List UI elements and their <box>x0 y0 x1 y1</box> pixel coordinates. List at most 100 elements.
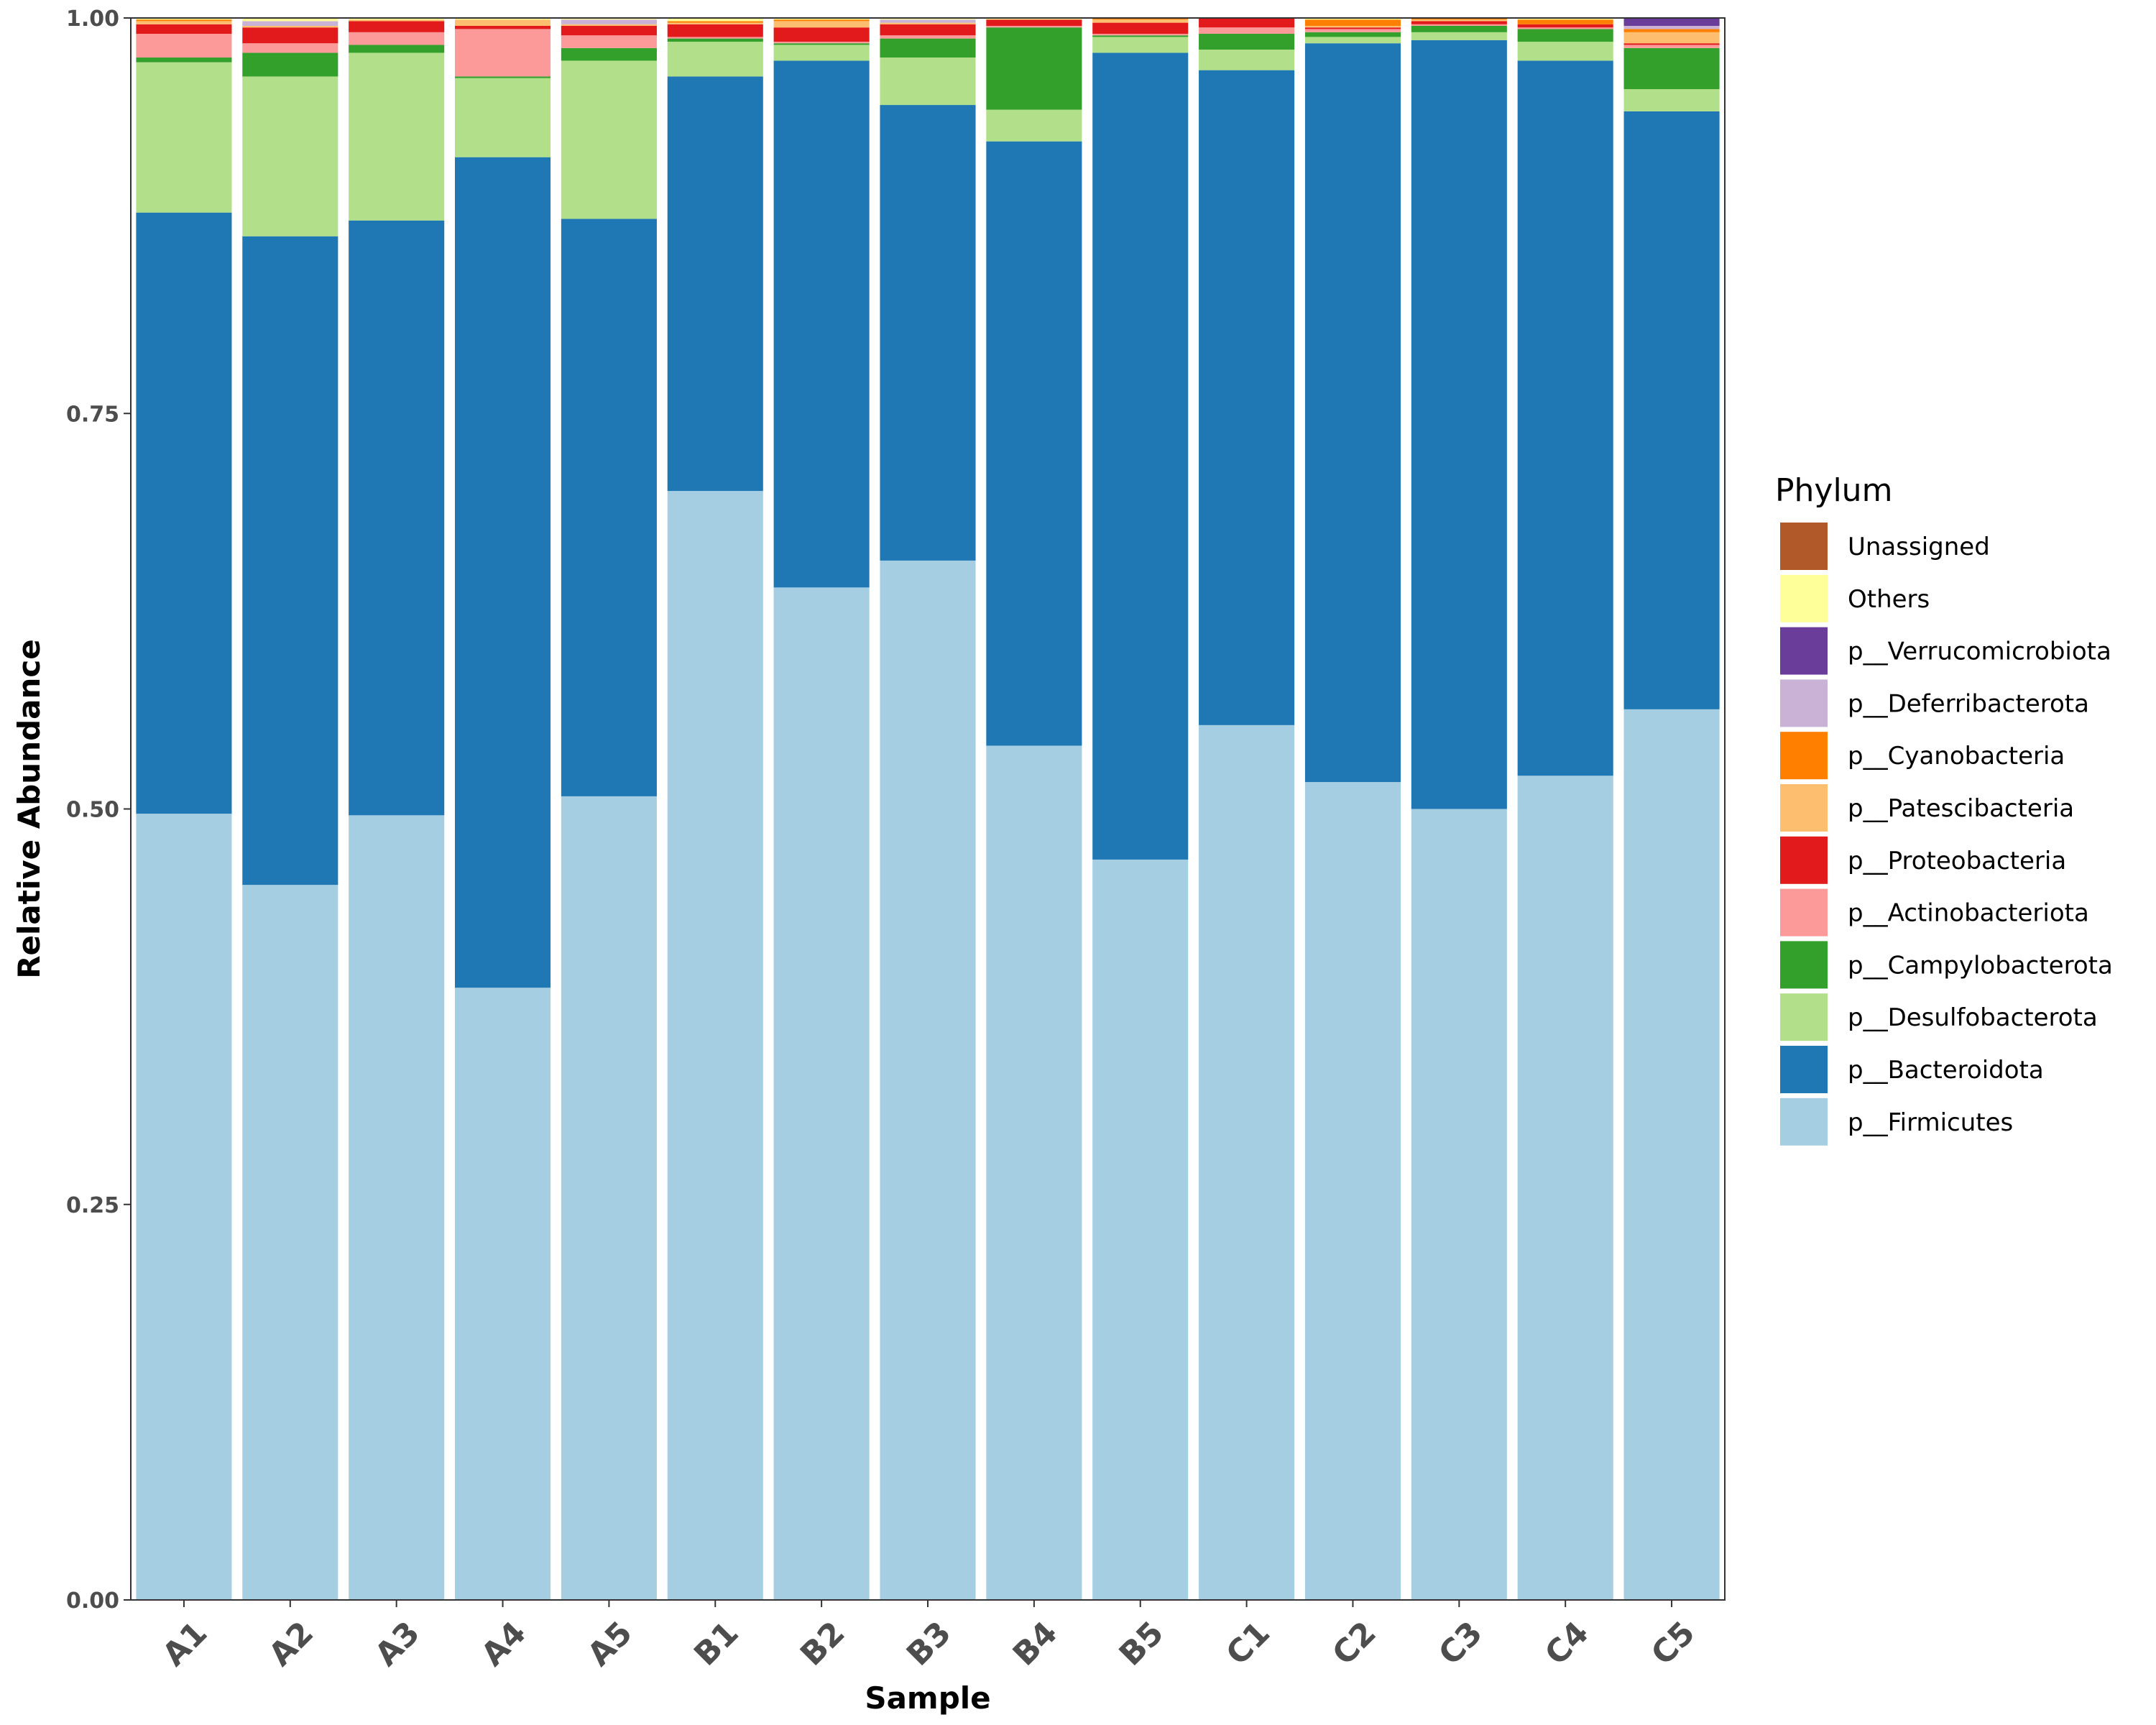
bar-segment-A3-others <box>349 18 445 20</box>
bar-segment-A3-pdesulfobacterota <box>349 52 445 221</box>
bar-segment-B3-others <box>880 18 976 20</box>
legend-label: Unassigned <box>1848 533 1990 561</box>
bar-segment-C5-pcyanobacteria <box>1623 29 1720 32</box>
bar-segment-B4-others <box>986 18 1082 20</box>
bar-segment-A1-pdesulfobacterota <box>136 62 232 213</box>
bar-segment-C3-pfirmicutes <box>1411 809 1507 1600</box>
bar-segment-A3-ppatescibacteria <box>349 19 445 22</box>
bar-segment-A4-pdesulfobacterota <box>454 78 551 157</box>
bar-segment-B4-pdesulfobacterota <box>986 109 1082 142</box>
legend-key-pcampylobacterota <box>1780 941 1828 989</box>
bar-segment-A1-pactinobacteriota <box>136 34 232 58</box>
bar-segment-B2-pcyanobacteria <box>773 19 870 22</box>
bar-segment-C5-pdesulfobacterota <box>1623 89 1720 111</box>
bar-segment-B2-ppatescibacteria <box>773 21 870 28</box>
y-tick-label: 0.00 <box>66 1588 119 1614</box>
bar-segment-B1-pdesulfobacterota <box>667 42 763 77</box>
bar-segment-B1-ppatescibacteria <box>667 22 763 24</box>
bar-segment-C5-pcampylobacterota <box>1623 47 1720 90</box>
bar-segment-B4-pactinobacteriota <box>986 26 1082 28</box>
bar-segment-C3-pactinobacteriota <box>1411 24 1507 26</box>
bar-segment-A1-pproteobacteria <box>136 24 232 34</box>
bar-segment-B2-pcampylobacterota <box>773 43 870 45</box>
bar-segment-B2-pproteobacteria <box>773 27 870 42</box>
bar-segment-B5-pcyanobacteria <box>1092 18 1189 20</box>
bar-segment-B4-pbacteroidota <box>986 141 1082 746</box>
bar-segment-B5-pcampylobacterota <box>1092 35 1189 37</box>
bar-segment-C5-pdeferribacterota <box>1623 26 1720 29</box>
bar-segment-C2-pcyanobacteria <box>1304 19 1401 26</box>
bar-segment-C3-pproteobacteria <box>1411 21 1507 24</box>
bar-segment-C2-pdesulfobacterota <box>1304 37 1401 44</box>
bar-segment-A1-pcampylobacterota <box>136 58 232 63</box>
bar-segment-A2-pbacteroidota <box>242 236 338 886</box>
bar-segment-C5-ppatescibacteria <box>1623 32 1720 44</box>
y-tick-label: 0.25 <box>66 1193 119 1218</box>
legend-label: p__Proteobacteria <box>1848 847 2066 875</box>
bar-segment-A5-pproteobacteria <box>561 26 657 36</box>
bar-segment-B1-pactinobacteriota <box>667 37 763 39</box>
bar-segment-A5-ppatescibacteria <box>561 24 657 26</box>
legend: Phylum Unassigned Others p__Verrucomicrobi… <box>1775 472 2113 1146</box>
legend-key-pcyanobacteria <box>1780 732 1828 780</box>
bar-segment-B5-pbacteroidota <box>1092 52 1189 860</box>
legend-key-pdesulfobacterota <box>1780 993 1828 1041</box>
bar-segment-C4-pfirmicutes <box>1517 776 1613 1600</box>
bar-segment-A1-others <box>136 18 232 20</box>
bar-segment-A4-others <box>454 18 551 20</box>
bar-segment-B3-pproteobacteria <box>880 24 976 36</box>
bar-segment-C1-pbacteroidota <box>1199 70 1295 725</box>
bar-segment-C4-pcyanobacteria <box>1517 19 1613 24</box>
bar-segment-B3-ppatescibacteria <box>880 22 976 24</box>
legend-label: p__Verrucomicrobiota <box>1848 638 2111 666</box>
bar-segment-C4-pdesulfobacterota <box>1517 42 1613 61</box>
legend-label: Others <box>1848 585 1930 614</box>
bar-segment-C3-pbacteroidota <box>1411 40 1507 809</box>
bar-segment-B2-pbacteroidota <box>773 60 870 588</box>
bar-segment-A5-pactinobacteriota <box>561 35 657 48</box>
bar-segment-B2-pactinobacteriota <box>773 42 870 44</box>
bar-segment-C5-pfirmicutes <box>1623 709 1720 1600</box>
bar-segment-A2-pfirmicutes <box>242 885 338 1600</box>
bar-segment-C1-pdesulfobacterota <box>1199 50 1295 70</box>
legend-label: p__Deferribacterota <box>1848 689 2089 718</box>
y-tick-label: 0.75 <box>66 402 119 427</box>
legend-label: p__Campylobacterota <box>1848 951 2113 980</box>
bar-segment-C3-pcampylobacterota <box>1411 26 1507 32</box>
bar-segment-A5-others <box>561 18 657 20</box>
bar-segment-B5-pproteobacteria <box>1092 22 1189 34</box>
bar-segment-C4-pactinobacteriota <box>1517 27 1613 29</box>
bar-segment-A3-pbacteroidota <box>349 220 445 816</box>
legend-key-ppatescibacteria <box>1780 784 1828 832</box>
bar-segment-C4-pproteobacteria <box>1517 24 1613 28</box>
bar-segment-B3-pactinobacteriota <box>880 35 976 39</box>
x-axis-title: Sample <box>865 1680 990 1716</box>
bar-segment-B3-pdeferribacterota <box>880 19 976 23</box>
legend-key-pdeferribacterota <box>1780 679 1828 727</box>
legend-key-unassigned <box>1780 523 1828 570</box>
bar-segment-C3-pcyanobacteria <box>1411 18 1507 20</box>
bar-segment-A2-ppatescibacteria <box>242 26 338 28</box>
bar-segment-A2-pdeferribacterota <box>242 21 338 26</box>
bar-segment-A5-pdeferribacterota <box>561 19 657 24</box>
bar-segment-C4-pcampylobacterota <box>1517 29 1613 42</box>
bar-segment-A2-others <box>242 18 338 22</box>
bar-segment-A2-pproteobacteria <box>242 27 338 44</box>
legend-key-pbacteroidota <box>1780 1046 1828 1093</box>
bar-segment-A5-pcampylobacterota <box>561 47 657 61</box>
bar-segment-B1-pbacteroidota <box>667 76 763 492</box>
bar-segment-C2-pfirmicutes <box>1304 782 1401 1600</box>
legend-label: p__Patescibacteria <box>1848 794 2074 823</box>
bar-segment-A5-pdesulfobacterota <box>561 60 657 219</box>
bar-segment-B3-pdesulfobacterota <box>880 58 976 106</box>
bar-segment-A1-ppatescibacteria <box>136 21 232 24</box>
legend-label: p__Cyanobacteria <box>1848 742 2065 770</box>
bar-segment-A4-pactinobacteriota <box>454 29 551 77</box>
bar-segment-C2-pproteobacteria <box>1304 27 1401 29</box>
bar-segment-C2-pbacteroidota <box>1304 43 1401 783</box>
bar-segment-B1-pcyanobacteria <box>667 21 763 23</box>
bar-segment-A4-ppatescibacteria <box>454 19 551 26</box>
bar-segment-A5-pbacteroidota <box>561 218 657 796</box>
bar-segment-C3-ppatescibacteria <box>1411 19 1507 22</box>
bar-segment-B5-pdesulfobacterota <box>1092 37 1189 53</box>
